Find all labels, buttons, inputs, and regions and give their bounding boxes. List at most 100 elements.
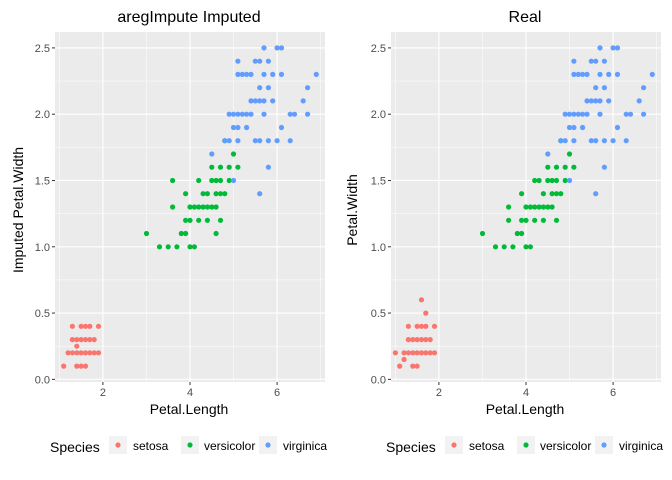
point-setosa bbox=[74, 363, 80, 369]
x-tick-label: 4 bbox=[187, 387, 193, 399]
point-versicolor bbox=[217, 217, 224, 223]
point-setosa bbox=[401, 350, 407, 356]
point-versicolor bbox=[514, 230, 520, 237]
point-versicolor bbox=[519, 230, 525, 237]
point-setosa bbox=[78, 350, 84, 356]
point-versicolor bbox=[217, 191, 224, 197]
point-setosa bbox=[423, 323, 429, 329]
point-virginica bbox=[623, 138, 629, 144]
x-axis-title: Petal.Length bbox=[486, 401, 565, 417]
legend-dot-setosa bbox=[451, 442, 457, 448]
point-virginica bbox=[265, 164, 271, 170]
point-virginica bbox=[226, 138, 232, 144]
point-virginica bbox=[597, 98, 603, 104]
point-versicolor bbox=[196, 204, 202, 210]
point-versicolor bbox=[196, 217, 202, 223]
point-virginica bbox=[235, 71, 241, 77]
point-versicolor bbox=[213, 177, 219, 184]
point-versicolor bbox=[532, 177, 538, 184]
point-virginica bbox=[305, 85, 311, 91]
point-versicolor bbox=[204, 191, 210, 197]
point-virginica bbox=[252, 98, 258, 104]
point-virginica bbox=[235, 111, 241, 117]
point-virginica bbox=[566, 124, 573, 131]
point-versicolor bbox=[532, 217, 538, 223]
point-virginica bbox=[235, 58, 241, 64]
legend: Species setosa versicolor virginica bbox=[50, 436, 327, 455]
point-setosa bbox=[74, 337, 80, 343]
point-versicolor bbox=[226, 164, 232, 170]
point-versicolor bbox=[545, 204, 551, 210]
point-versicolor bbox=[187, 217, 193, 223]
point-setosa bbox=[82, 363, 89, 369]
point-virginica bbox=[623, 111, 629, 117]
point-virginica bbox=[606, 71, 612, 77]
point-versicolor bbox=[519, 217, 525, 223]
point-virginica bbox=[252, 138, 258, 144]
point-virginica bbox=[571, 71, 577, 77]
point-virginica bbox=[593, 98, 599, 104]
y-tick-label: 1.0 bbox=[371, 242, 386, 254]
point-virginica bbox=[627, 111, 634, 117]
point-versicolor bbox=[170, 177, 176, 184]
point-versicolor bbox=[536, 177, 542, 184]
point-setosa bbox=[87, 350, 93, 356]
point-virginica bbox=[226, 111, 232, 117]
point-virginica bbox=[261, 98, 267, 104]
point-setosa bbox=[95, 350, 102, 356]
point-virginica bbox=[614, 45, 621, 51]
point-virginica bbox=[593, 191, 599, 197]
point-versicolor bbox=[178, 230, 184, 237]
point-versicolor bbox=[170, 204, 176, 210]
legend-label-virginica: virginica bbox=[619, 439, 663, 453]
point-virginica bbox=[230, 124, 237, 131]
point-setosa bbox=[410, 363, 416, 369]
point-versicolor bbox=[506, 204, 512, 210]
point-virginica bbox=[244, 71, 250, 77]
point-versicolor bbox=[204, 217, 210, 223]
point-virginica bbox=[606, 98, 612, 104]
point-setosa bbox=[410, 350, 416, 356]
y-axis-title: Imputed Petal.Width bbox=[10, 147, 26, 273]
point-versicolor bbox=[209, 177, 215, 184]
point-virginica bbox=[597, 45, 603, 51]
point-virginica bbox=[252, 58, 258, 64]
point-virginica bbox=[209, 151, 215, 157]
point-virginica bbox=[248, 111, 254, 117]
y-tick-label: 0.0 bbox=[371, 374, 386, 386]
point-virginica bbox=[593, 138, 599, 144]
point-setosa bbox=[82, 337, 89, 343]
point-versicolor bbox=[204, 204, 210, 210]
point-virginica bbox=[558, 138, 564, 144]
y-tick-label: 0.0 bbox=[35, 374, 50, 386]
point-setosa bbox=[82, 323, 89, 329]
point-setosa bbox=[414, 350, 420, 356]
real-plot: Real 2 4 60.00.51.01.52.02.5 Petal.Length … bbox=[344, 9, 661, 417]
point-virginica bbox=[562, 111, 568, 117]
point-virginica bbox=[261, 71, 267, 77]
point-versicolor bbox=[213, 230, 219, 237]
point-virginica bbox=[614, 124, 621, 131]
point-versicolor bbox=[213, 191, 219, 197]
point-virginica bbox=[588, 58, 594, 64]
point-versicolor bbox=[191, 244, 197, 250]
point-versicolor bbox=[562, 164, 568, 170]
legend-dot-virginica bbox=[601, 442, 607, 448]
point-setosa bbox=[87, 323, 93, 329]
point-virginica bbox=[601, 85, 608, 91]
plot-title: aregImpute Imputed bbox=[117, 9, 260, 26]
point-versicolor bbox=[165, 244, 171, 250]
y-tick-label: 1.5 bbox=[35, 175, 50, 187]
point-virginica bbox=[257, 58, 263, 64]
point-versicolor bbox=[183, 217, 189, 223]
point-versicolor bbox=[532, 204, 538, 210]
point-setosa bbox=[431, 350, 438, 356]
point-versicolor bbox=[553, 217, 560, 223]
point-setosa bbox=[78, 363, 84, 369]
point-versicolor bbox=[213, 204, 219, 210]
y-axis-title: Petal.Width bbox=[344, 174, 360, 246]
point-setosa bbox=[69, 350, 75, 356]
point-virginica bbox=[261, 111, 267, 117]
point-virginica bbox=[230, 111, 237, 117]
point-virginica bbox=[257, 191, 263, 197]
